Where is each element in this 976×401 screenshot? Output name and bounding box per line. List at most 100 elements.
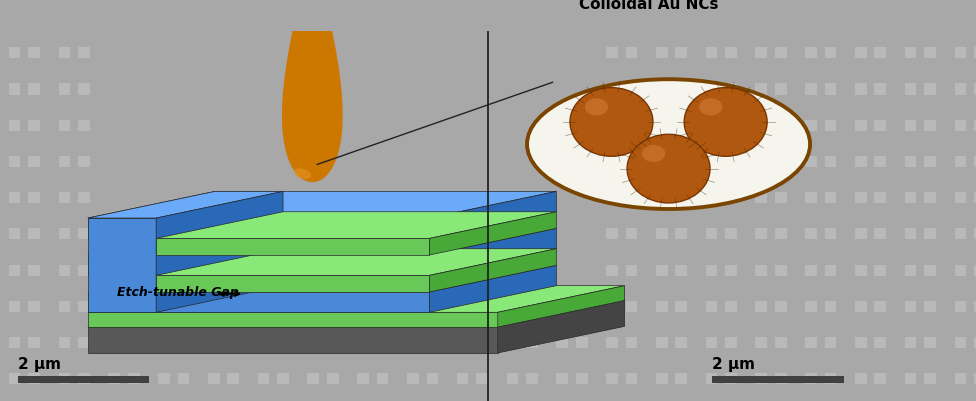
Bar	[805, 229, 817, 240]
Bar	[805, 301, 817, 312]
Polygon shape	[429, 229, 556, 275]
Bar	[805, 156, 817, 168]
Bar	[9, 193, 20, 204]
Bar	[805, 120, 817, 132]
Bar	[755, 193, 767, 204]
Bar	[924, 337, 936, 348]
Bar	[78, 373, 90, 385]
Bar	[955, 301, 966, 312]
Bar	[855, 337, 867, 348]
Bar	[974, 337, 976, 348]
Bar	[825, 265, 836, 276]
Bar	[108, 373, 120, 385]
Bar	[675, 337, 687, 348]
Ellipse shape	[684, 88, 767, 157]
Bar	[924, 229, 936, 240]
Bar	[755, 337, 767, 348]
Bar	[924, 373, 936, 385]
Polygon shape	[429, 212, 556, 255]
Bar	[78, 301, 90, 312]
Polygon shape	[88, 219, 156, 312]
Bar	[775, 265, 787, 276]
Bar	[626, 193, 637, 204]
Bar	[775, 84, 787, 95]
Bar	[974, 48, 976, 59]
Polygon shape	[88, 292, 429, 312]
Bar	[855, 229, 867, 240]
Bar	[606, 337, 618, 348]
Bar	[9, 265, 20, 276]
Bar	[407, 373, 419, 385]
Polygon shape	[88, 286, 625, 312]
Bar	[78, 193, 90, 204]
Bar	[59, 373, 70, 385]
Polygon shape	[156, 212, 556, 239]
Bar	[656, 301, 668, 312]
Bar	[905, 337, 916, 348]
Bar	[59, 265, 70, 276]
Bar	[855, 156, 867, 168]
Bar	[128, 337, 140, 348]
Bar	[706, 337, 717, 348]
Bar	[327, 337, 339, 348]
Bar	[227, 373, 239, 385]
Bar	[277, 337, 289, 348]
Bar	[108, 337, 120, 348]
Bar	[128, 373, 140, 385]
Bar	[526, 373, 538, 385]
Bar	[227, 337, 239, 348]
Bar	[725, 229, 737, 240]
Bar	[805, 337, 817, 348]
Bar	[755, 120, 767, 132]
Bar	[974, 301, 976, 312]
Bar	[457, 337, 468, 348]
Bar	[28, 265, 40, 276]
Bar	[974, 84, 976, 95]
Bar	[905, 373, 916, 385]
Bar	[755, 48, 767, 59]
Polygon shape	[88, 327, 498, 353]
Bar	[675, 301, 687, 312]
Bar	[955, 337, 966, 348]
Polygon shape	[156, 192, 283, 312]
Bar	[775, 337, 787, 348]
Bar	[675, 373, 687, 385]
Ellipse shape	[527, 80, 810, 209]
Bar	[606, 301, 618, 312]
Bar	[874, 193, 886, 204]
Bar	[28, 229, 40, 240]
Bar	[307, 337, 319, 348]
Bar	[656, 373, 668, 385]
Polygon shape	[156, 275, 429, 292]
Ellipse shape	[628, 135, 711, 203]
Bar	[158, 337, 170, 348]
Bar	[656, 337, 668, 348]
Bar	[427, 373, 438, 385]
Text: 2 μm: 2 μm	[712, 356, 755, 371]
Bar	[656, 193, 668, 204]
Polygon shape	[429, 266, 556, 312]
Bar	[457, 373, 468, 385]
Bar	[78, 337, 90, 348]
Bar	[725, 84, 737, 95]
Bar	[805, 84, 817, 95]
Text: 2 μm: 2 μm	[18, 356, 61, 371]
Bar	[955, 229, 966, 240]
Bar	[825, 48, 836, 59]
Bar	[924, 120, 936, 132]
Bar	[59, 301, 70, 312]
Bar	[208, 337, 220, 348]
Bar	[675, 265, 687, 276]
Bar	[427, 337, 438, 348]
Bar	[675, 84, 687, 95]
Bar	[78, 265, 90, 276]
Bar	[924, 48, 936, 59]
Bar	[905, 84, 916, 95]
Bar	[874, 373, 886, 385]
Bar	[825, 84, 836, 95]
Bar	[507, 373, 518, 385]
Bar	[9, 84, 20, 95]
Bar	[626, 301, 637, 312]
Bar	[178, 337, 189, 348]
Bar	[656, 120, 668, 132]
